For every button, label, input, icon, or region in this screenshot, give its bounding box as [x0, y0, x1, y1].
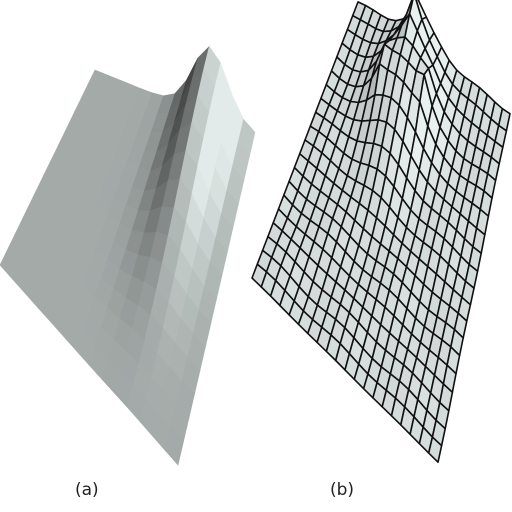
wireframe-surface-panel-b — [251, 0, 511, 464]
panel-a-face — [164, 427, 184, 466]
panel-b-face — [427, 436, 443, 464]
panel-label-b: (b) — [330, 480, 355, 500]
shaded-surface-panel-a — [0, 45, 256, 466]
panel-label-a: (a) — [75, 480, 99, 500]
